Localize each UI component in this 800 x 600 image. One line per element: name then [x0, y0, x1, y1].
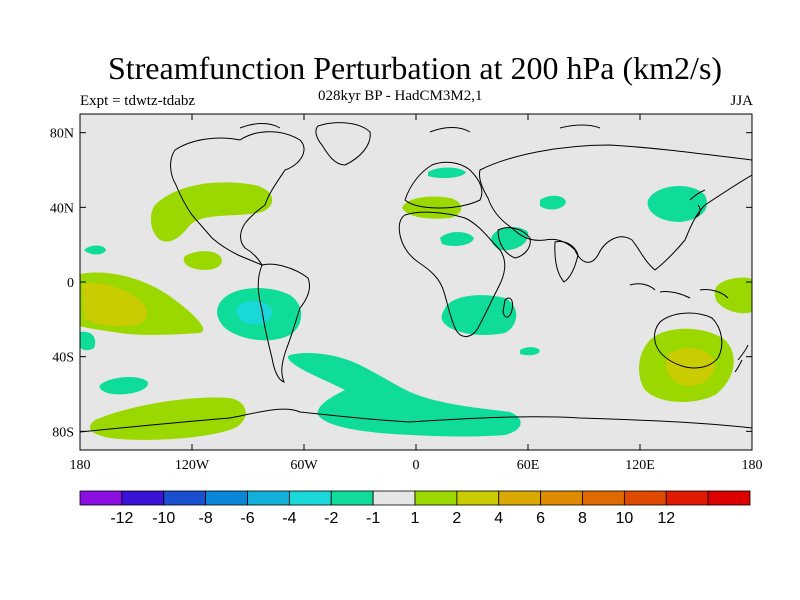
colorbar-label: -6 [240, 510, 254, 527]
colorbar-swatch [623, 490, 667, 506]
lon-tick-label: 120W [175, 458, 210, 473]
colorbar-swatch [121, 490, 165, 506]
colorbar-swatch [288, 490, 332, 506]
anomaly-fills [80, 167, 752, 440]
colorbar-label: -4 [282, 510, 296, 527]
coastline-south-america [257, 263, 311, 383]
colorbar-labels: -12 -10 -8 -6 -4 -2 -1 1 2 4 6 8 10 12 [110, 510, 675, 527]
anomaly-region-central-asia [540, 195, 566, 210]
longitude-axis: 180 120W 60W 0 60E 120E 180 [70, 114, 763, 473]
anomaly-region-east-asia [647, 185, 708, 222]
colorbar-label: 2 [452, 510, 461, 527]
coastline-indonesia [629, 283, 729, 299]
coastline-asia [479, 144, 752, 271]
colorbar-swatch [414, 490, 458, 506]
map-background [80, 114, 752, 450]
anomaly-region-south-pacific-core [82, 282, 147, 327]
chart-title: Streamfunction Perturbation at 200 hPa (… [107, 50, 723, 86]
colorbar-swatch [163, 490, 207, 506]
colorbar-label: 10 [615, 510, 633, 527]
coastline-new-zealand [734, 344, 749, 373]
lat-tick-label: 40S [52, 351, 74, 366]
coastline-arabia [497, 227, 531, 259]
colorbar-swatch [330, 490, 374, 506]
colorbar-swatch [247, 490, 290, 506]
anomaly-region-south-indian-small [520, 347, 540, 356]
coastline-australia [654, 312, 723, 369]
colorbar-swatch [665, 490, 709, 506]
anomaly-region-southern-ocean [287, 353, 521, 437]
lon-tick-label: 180 [742, 458, 763, 473]
colorbar-swatch [79, 490, 123, 506]
colorbar-label: -1 [366, 510, 380, 527]
lon-tick-label: 60W [290, 458, 318, 473]
anomaly-region-midpacific-neg [80, 331, 96, 351]
season-label: JJA [730, 93, 753, 109]
latitude-axis: 80N 40N 0 40S 80S [50, 127, 752, 440]
anomaly-region-scandinavia [428, 167, 466, 179]
anomaly-region-australia-core [666, 348, 715, 386]
lat-tick-label: 80N [50, 127, 74, 142]
colorbar-swatch [498, 490, 542, 506]
coastline-madagascar [502, 297, 513, 318]
colorbar-label: -2 [324, 510, 338, 527]
colorbar-swatch [707, 490, 751, 506]
lat-tick-label: 0 [67, 276, 74, 291]
coastline-greenland [315, 122, 371, 166]
colorbar-label: 8 [578, 510, 587, 527]
chart-subtitle: 028kyr BP - HadCM3M2,1 [318, 88, 483, 104]
colorbar-label: -12 [110, 510, 133, 527]
anomaly-region-south-pacific-highlat [90, 397, 246, 440]
lon-tick-label: 60E [517, 458, 540, 473]
anomaly-region-africa-north [440, 232, 474, 246]
colorbar-swatch [540, 490, 583, 506]
colorbar-swatch [372, 490, 416, 506]
coastline-japan [689, 189, 706, 219]
coastline-india [554, 241, 579, 283]
coastline-north-america [170, 131, 305, 267]
colorbar-label: 12 [657, 510, 675, 527]
coastline-europe [404, 161, 483, 209]
colorbar-label: 6 [536, 510, 545, 527]
anomaly-region-tropical-pacific-neg [84, 245, 106, 255]
lat-tick-label: 40N [50, 201, 74, 216]
anomaly-region-west-pacific [714, 277, 752, 314]
colorbar-swatch [205, 490, 248, 506]
colorbar-label: -10 [152, 510, 175, 527]
lat-tick-label: 80S [52, 425, 74, 440]
colorbar-label: 1 [411, 510, 420, 527]
coastline-africa [398, 211, 506, 337]
coastline-antarctica [80, 408, 752, 433]
colorbar-label: -8 [199, 510, 213, 527]
experiment-label: Expt = tdwtz-tdabz [80, 93, 196, 109]
anomaly-region-south-pacific-neg [99, 376, 149, 395]
lon-tick-label: 0 [413, 458, 420, 473]
anomaly-region-central-pacific [183, 251, 222, 270]
coastline-arctic-islands [239, 123, 601, 133]
colorbar-label: 4 [494, 510, 503, 527]
coastlines [80, 122, 752, 433]
lon-tick-label: 180 [70, 458, 91, 473]
colorbar-swatch [582, 490, 625, 506]
anomaly-region-south-africa [441, 295, 517, 336]
colorbar [79, 490, 751, 506]
colorbar-swatch [456, 490, 500, 506]
lon-tick-label: 120E [625, 458, 655, 473]
